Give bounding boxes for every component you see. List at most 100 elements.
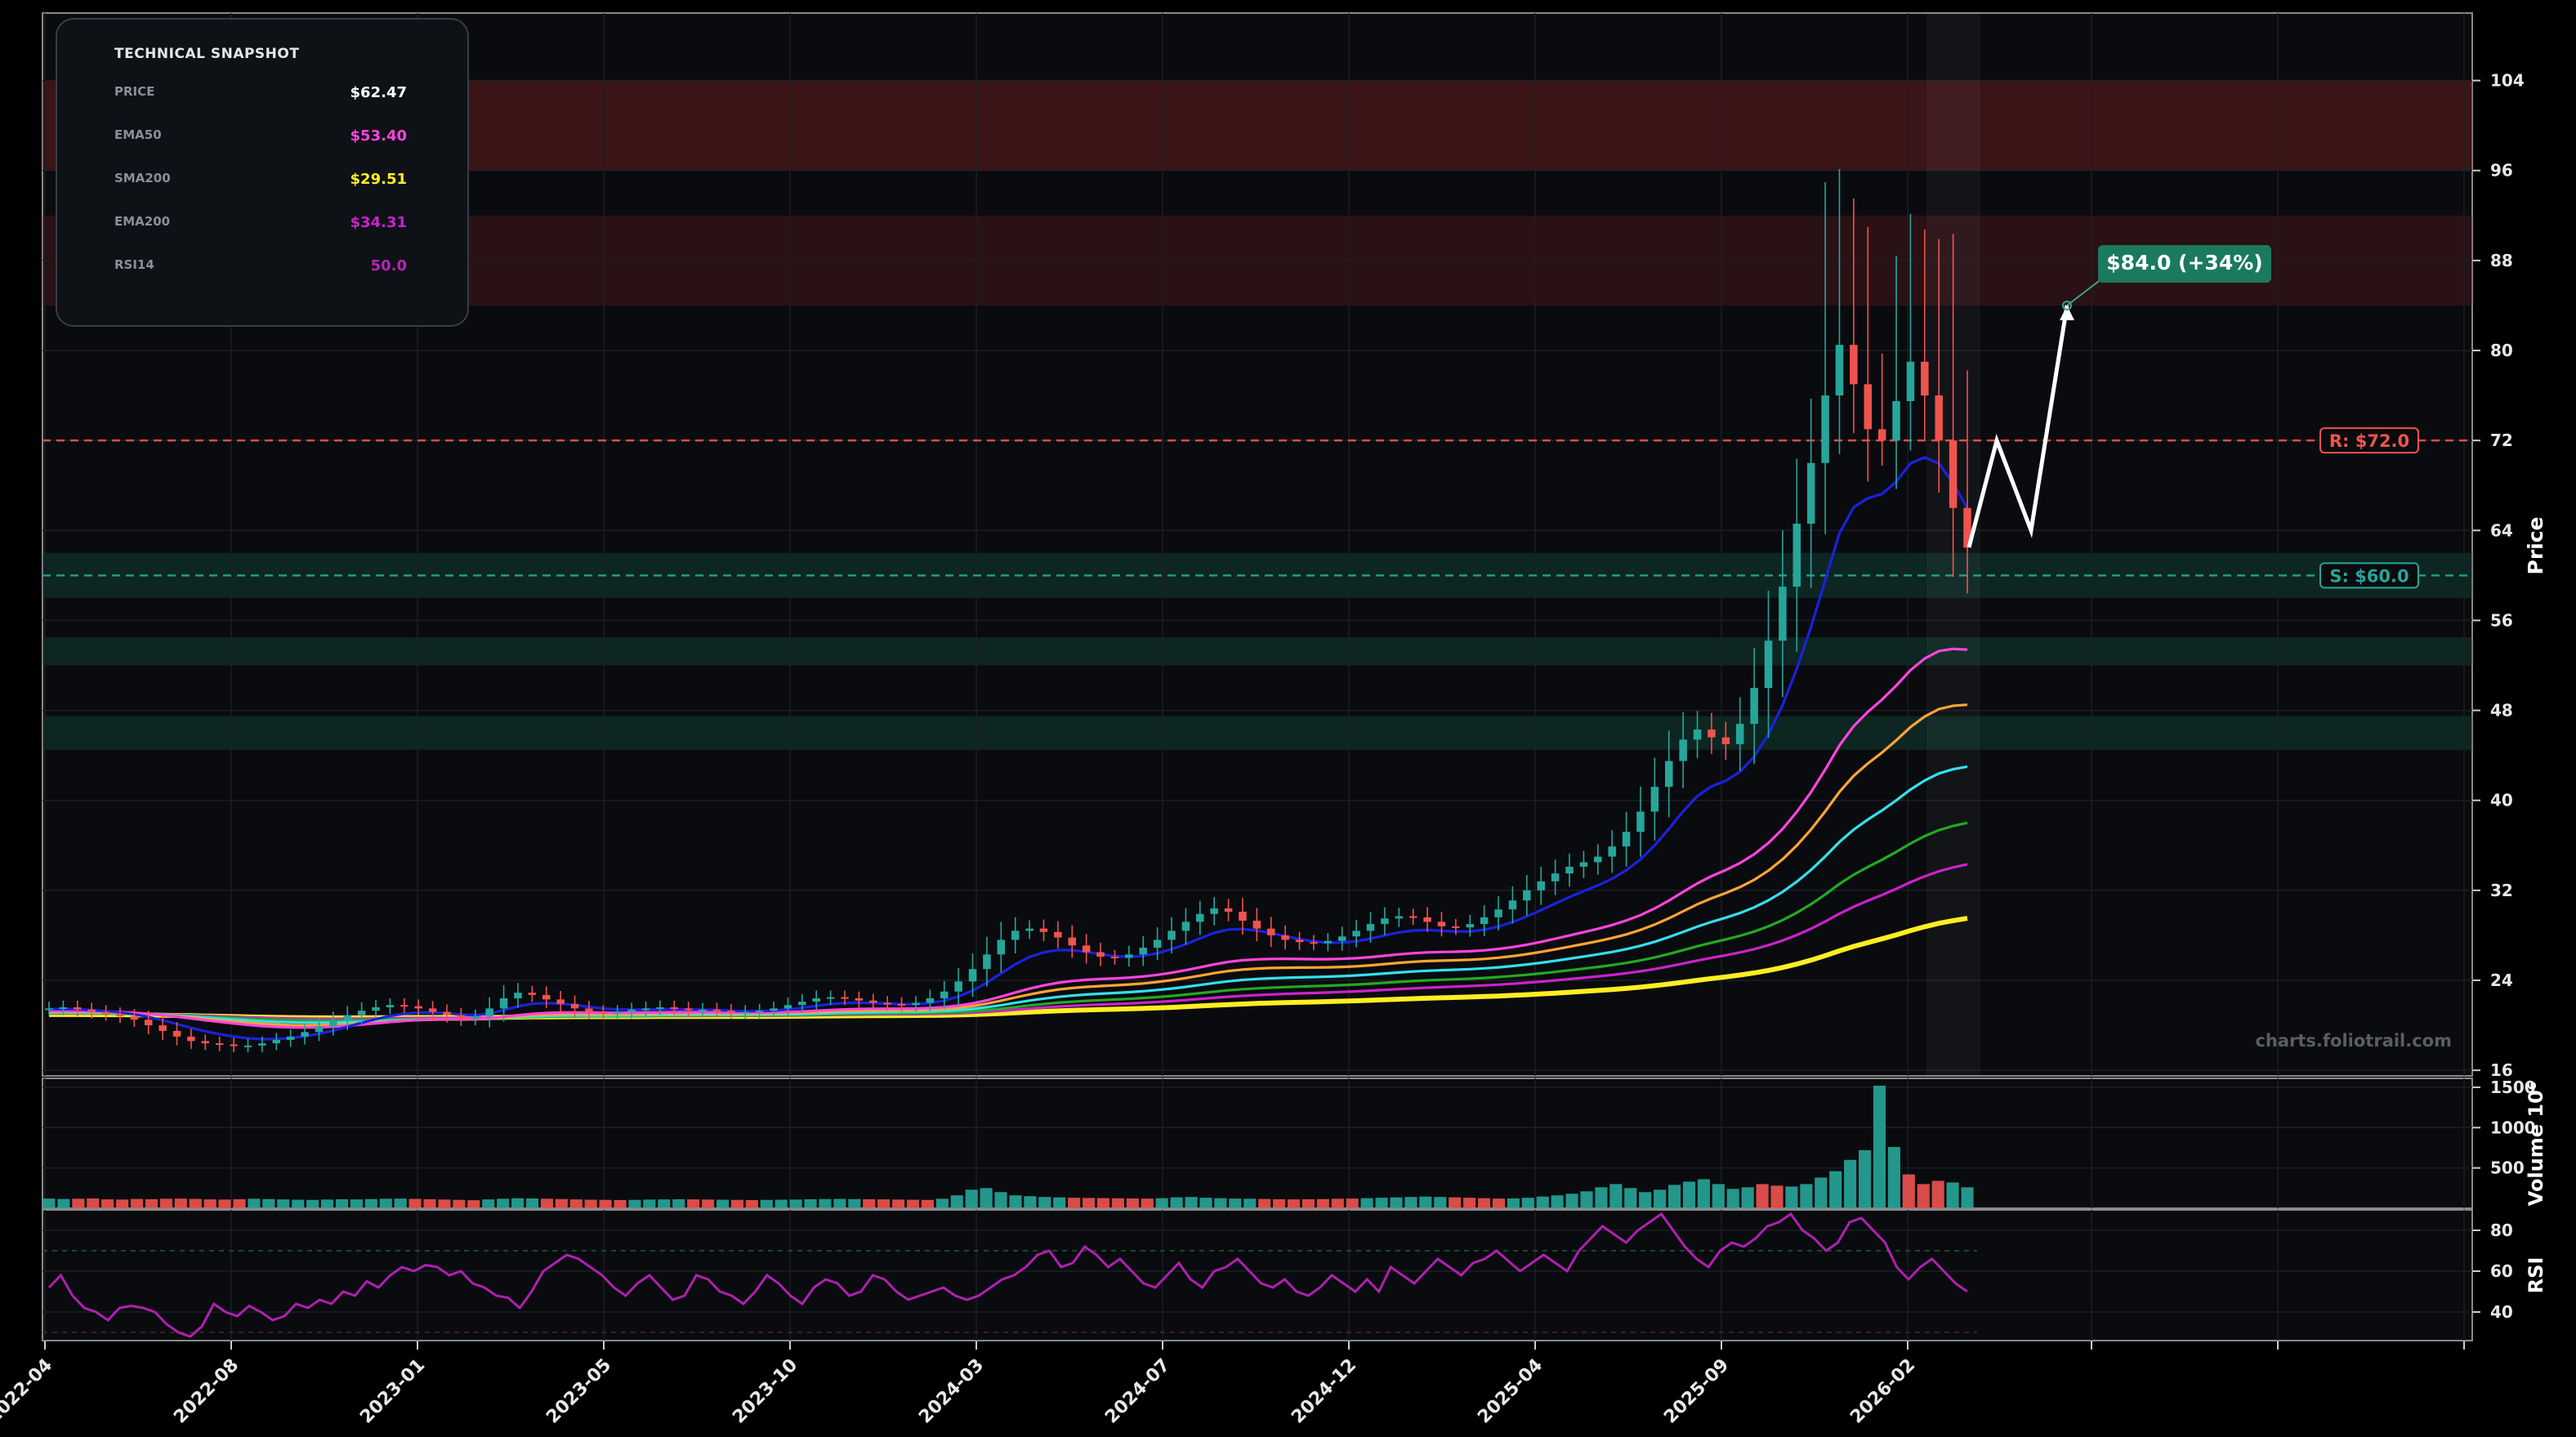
volume-bar (877, 1199, 891, 1208)
candle-body (101, 1011, 110, 1015)
volume-bar (453, 1199, 466, 1208)
projection-label-box (2098, 244, 2271, 283)
candle-body (1622, 832, 1631, 847)
price-tick-label: 64 (2490, 520, 2513, 540)
volume-bar (174, 1198, 187, 1208)
volume-bar (320, 1199, 334, 1208)
candle-body (1679, 739, 1687, 761)
volume-bar (1785, 1186, 1798, 1208)
x-tick-label: 2023-10 (729, 1355, 801, 1428)
candle-body (770, 1008, 778, 1011)
x-tick-label: 2024-12 (1288, 1355, 1360, 1428)
volume-bar (1580, 1191, 1593, 1208)
volume-bar (1741, 1187, 1754, 1208)
volume-bar (159, 1198, 172, 1208)
candle-body (1735, 724, 1744, 744)
rsi-axis-label: RSI (2525, 1257, 2547, 1294)
volume-bar (1492, 1198, 1506, 1208)
candle-body (897, 1003, 906, 1006)
candle-body (158, 1025, 167, 1031)
projection-leader (2066, 276, 2105, 306)
volume-bar (1301, 1198, 1315, 1208)
candle-body (272, 1039, 281, 1044)
volume-bar (1126, 1198, 1139, 1208)
candle-body (1806, 462, 1815, 524)
volume-bar (1858, 1149, 1872, 1208)
candle-body (1779, 587, 1787, 641)
candle-body (1636, 811, 1645, 832)
technical-snapshot-panel (56, 18, 469, 327)
rsi-tick-label: 60 (2490, 1261, 2513, 1281)
candle-body (45, 1008, 53, 1011)
candle-body (699, 1009, 707, 1011)
candle-body (1196, 913, 1204, 922)
x-tick-label: 2026-02 (1846, 1355, 1919, 1428)
candle-body (755, 1011, 764, 1013)
volume-bar (1595, 1187, 1608, 1208)
volume-bar (1931, 1180, 1944, 1208)
volume-bar (1844, 1159, 1857, 1208)
price-axis-label: Price (2524, 517, 2547, 575)
candle-body (243, 1045, 252, 1047)
volume-bar (1141, 1198, 1154, 1208)
candle-body (613, 1011, 622, 1014)
volume-bar (72, 1198, 85, 1208)
candle-body (485, 1008, 493, 1017)
candle-body (570, 1003, 579, 1009)
candle-body (940, 991, 949, 999)
price-tick-label: 80 (2490, 341, 2513, 360)
volume-bar (42, 1198, 56, 1208)
x-tick-label: 2025-09 (1660, 1355, 1733, 1428)
candle-body (1892, 400, 1900, 441)
volume-bar (863, 1198, 876, 1208)
candle-body (343, 1015, 351, 1021)
x-tick-label: 2022-04 (0, 1355, 56, 1428)
candle-body (428, 1008, 437, 1012)
volume-bar (1477, 1198, 1491, 1208)
volume-bar (87, 1198, 100, 1208)
resistance-label-box (2319, 427, 2419, 454)
indicator-line-ema200 (49, 863, 1968, 1020)
volume-bar (1331, 1198, 1344, 1208)
x-tick-label: 2023-01 (356, 1355, 429, 1428)
volume-bar (1902, 1174, 1915, 1208)
x-tick-label: 2023-05 (542, 1355, 615, 1428)
volume-bar (1053, 1197, 1066, 1208)
volume-bar (203, 1199, 217, 1208)
candle-body (784, 1005, 792, 1009)
candle-body (315, 1026, 324, 1033)
volume-bar (599, 1199, 612, 1208)
candle-body (59, 1007, 68, 1010)
volume-bar (1170, 1197, 1183, 1208)
volume-bar (101, 1199, 114, 1208)
volume-bar (1726, 1189, 1739, 1208)
volume-bar (248, 1198, 261, 1208)
indicator-line-ema50 (48, 647, 1968, 1029)
candle-body (1963, 507, 1971, 548)
volume-bar (1697, 1179, 1710, 1208)
volume-bar (994, 1192, 1007, 1208)
volume-bar (277, 1199, 290, 1208)
candle-body (926, 998, 935, 1003)
candle-body (1523, 890, 1531, 901)
volume-bar (672, 1198, 685, 1208)
volume-bar (335, 1198, 349, 1208)
volume-bar (628, 1199, 641, 1208)
volume-bar (467, 1200, 480, 1208)
candle-body (684, 1008, 693, 1011)
candle-body (187, 1036, 195, 1042)
candle-body (883, 1002, 891, 1005)
volume-bar (980, 1188, 993, 1208)
candle-body (457, 1015, 466, 1019)
candle-body (1665, 761, 1673, 788)
candle-body (1494, 909, 1502, 917)
volume-bar (525, 1198, 539, 1208)
volume-bar (1083, 1198, 1096, 1208)
price-tick-label: 104 (2490, 71, 2525, 91)
volume-bar (1316, 1198, 1329, 1208)
snapshot-row-price: PRICE $62.47 (114, 84, 407, 104)
volume-bar (1609, 1184, 1623, 1208)
volume-bar (1185, 1197, 1198, 1208)
candle-body (1267, 928, 1275, 935)
volume-bar (1024, 1196, 1037, 1208)
